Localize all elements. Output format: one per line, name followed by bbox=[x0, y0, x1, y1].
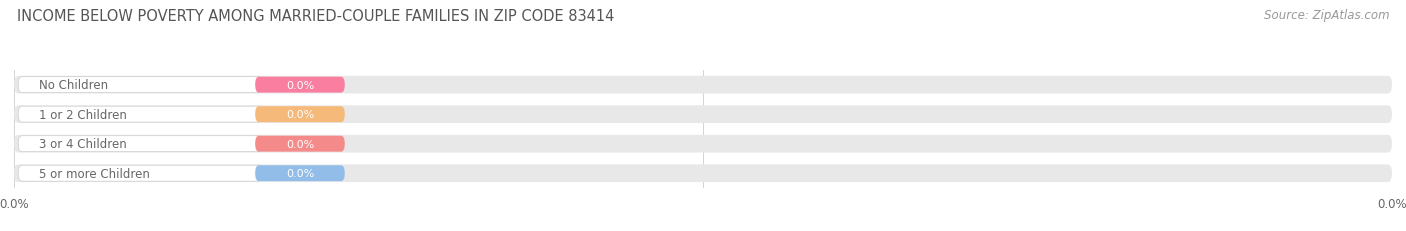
FancyBboxPatch shape bbox=[18, 166, 262, 181]
Text: INCOME BELOW POVERTY AMONG MARRIED-COUPLE FAMILIES IN ZIP CODE 83414: INCOME BELOW POVERTY AMONG MARRIED-COUPL… bbox=[17, 9, 614, 24]
FancyBboxPatch shape bbox=[256, 77, 344, 93]
FancyBboxPatch shape bbox=[14, 135, 1392, 153]
Text: Source: ZipAtlas.com: Source: ZipAtlas.com bbox=[1264, 9, 1389, 22]
FancyBboxPatch shape bbox=[256, 136, 344, 152]
FancyBboxPatch shape bbox=[256, 107, 344, 123]
FancyBboxPatch shape bbox=[256, 166, 344, 181]
Text: 1 or 2 Children: 1 or 2 Children bbox=[39, 108, 127, 121]
Text: 0.0%: 0.0% bbox=[285, 110, 314, 120]
Text: 5 or more Children: 5 or more Children bbox=[39, 167, 149, 180]
FancyBboxPatch shape bbox=[18, 77, 262, 93]
FancyBboxPatch shape bbox=[14, 165, 1392, 182]
Text: 3 or 4 Children: 3 or 4 Children bbox=[39, 138, 127, 151]
Text: 0.0%: 0.0% bbox=[285, 139, 314, 149]
FancyBboxPatch shape bbox=[14, 76, 1392, 94]
FancyBboxPatch shape bbox=[18, 136, 262, 152]
Text: 0.0%: 0.0% bbox=[285, 168, 314, 178]
Text: No Children: No Children bbox=[39, 79, 108, 92]
FancyBboxPatch shape bbox=[14, 106, 1392, 124]
Text: 0.0%: 0.0% bbox=[285, 80, 314, 90]
FancyBboxPatch shape bbox=[18, 107, 262, 123]
